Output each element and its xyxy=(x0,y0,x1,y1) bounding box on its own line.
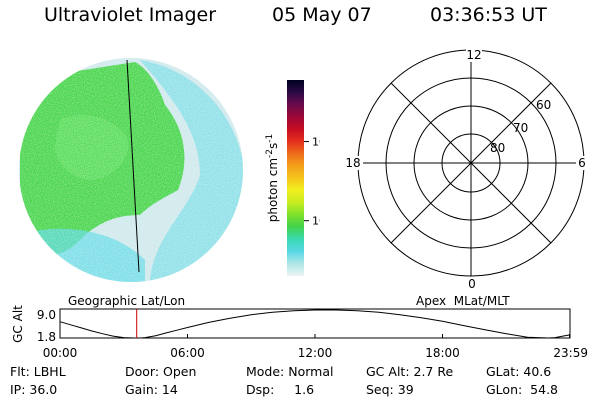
altitude-ytick-low: 1.8 xyxy=(37,330,56,344)
colorbar-label: photon cm-2s-1 xyxy=(265,134,280,223)
info-mode: Mode: Normal xyxy=(246,364,334,379)
polar-diagonal-2 xyxy=(390,82,552,244)
lat-label-80: 80 xyxy=(490,141,505,155)
colorbar-ticks: 100 10 xyxy=(304,136,320,228)
uv-image-disk xyxy=(19,58,243,282)
disk-noise xyxy=(19,58,243,282)
altitude-xtick-label: 12:00 xyxy=(298,346,333,360)
altitude-xtick-label: 23:59 xyxy=(553,346,588,360)
mlt-label-18: 18 xyxy=(345,156,360,170)
colorbar-tick-label: 100 xyxy=(312,136,320,149)
info-gain: Gain: 14 xyxy=(125,382,178,397)
colorbar-scale xyxy=(287,80,304,276)
colorbar: 100 10 photon cm-2s-1 xyxy=(265,80,320,276)
altitude-plot: GC Alt 9.0 1.8 00:00 06:00 12:00 18:00 23:59 xyxy=(11,305,588,360)
label-mask-right xyxy=(576,156,588,170)
geographic-caption: Geographic Lat/Lon xyxy=(68,294,186,308)
mlt-label-6: 6 xyxy=(578,156,586,170)
info-door: Door: Open xyxy=(125,364,197,379)
apex-caption: Apex MLat/MLT xyxy=(416,294,510,308)
altitude-ytick-high: 9.0 xyxy=(37,308,56,322)
info-glat: GLat: 40.6 xyxy=(486,364,552,379)
altitude-xtick-label: 06:00 xyxy=(170,346,205,360)
lat-label-60: 60 xyxy=(536,98,551,112)
image-title: Ultraviolet Imager xyxy=(44,4,217,26)
terminator-line xyxy=(126,59,140,273)
info-glon: GLon: 54.8 xyxy=(486,382,558,397)
info-flt: Flt: LBHL xyxy=(10,364,66,379)
altitude-curve xyxy=(59,309,570,339)
lat-label-70: 70 xyxy=(513,121,528,135)
colorbar-tick-label: 10 xyxy=(312,215,320,228)
altitude-xtick-label: 00:00 xyxy=(43,346,78,360)
altitude-xtick-label: 18:00 xyxy=(425,346,460,360)
info-ip: IP: 36.0 xyxy=(10,382,58,397)
polar-grid-panel: 12 18 6 0 60 70 80 xyxy=(345,48,588,291)
label-mask-left xyxy=(345,156,363,170)
info-dsp: Dsp: 1.6 xyxy=(246,382,315,397)
label-mask-top xyxy=(466,48,482,62)
image-time: 03:36:53 UT xyxy=(430,4,547,26)
label-mask-bottom xyxy=(466,277,478,290)
altitude-ylabel: GC Alt xyxy=(11,305,25,343)
altitude-xticks: 00:00 06:00 12:00 18:00 23:59 xyxy=(43,334,588,360)
mlt-label-0: 0 xyxy=(468,277,476,291)
polar-grid xyxy=(357,49,585,277)
mlt-label-12: 12 xyxy=(466,48,481,62)
info-seq: Seq: 39 xyxy=(366,382,414,397)
image-date: 05 May 07 xyxy=(272,4,372,26)
info-gc-alt: GC Alt: 2.7 Re xyxy=(366,364,454,379)
